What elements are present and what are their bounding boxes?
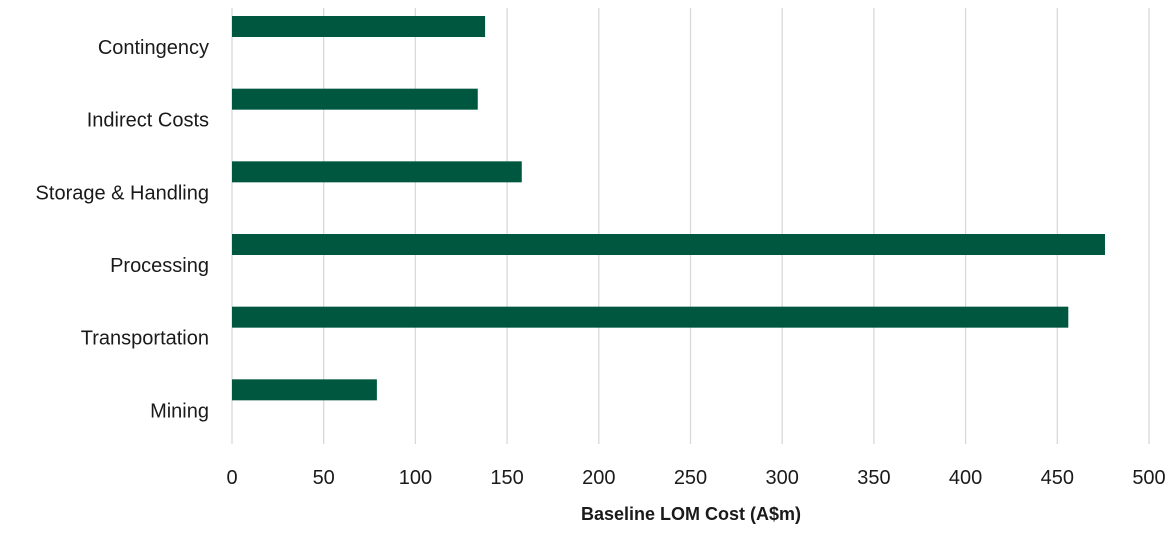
x-tick-label: 100: [399, 467, 432, 489]
x-tick-label: 450: [1041, 467, 1074, 489]
x-tick-label: 350: [857, 467, 890, 489]
x-tick-label: 400: [949, 467, 982, 489]
x-tick-label: 0: [226, 467, 237, 489]
bar-transportation: [232, 306, 1069, 328]
bars: [232, 16, 1105, 401]
x-tick-label: 300: [766, 467, 799, 489]
category-label: Processing: [110, 255, 209, 277]
x-axis-title: Baseline LOM Cost (A$m): [581, 504, 801, 524]
category-label: Contingency: [98, 37, 209, 59]
bar-mining: [232, 379, 377, 401]
category-label: Indirect Costs: [87, 110, 209, 132]
x-tick-label: 50: [313, 467, 335, 489]
x-tick-labels: 0 50 100 150 200 250 300 350 400 450 500: [226, 467, 1165, 489]
x-tick-label: 150: [490, 467, 523, 489]
category-label: Mining: [150, 400, 209, 422]
x-tick-label: 500: [1132, 467, 1165, 489]
bar-contingency: [232, 16, 486, 37]
x-tick-label: 250: [674, 467, 707, 489]
category-label: Transportation: [81, 328, 209, 350]
category-labels: Mining Transportation Processing Storage & …: [36, 37, 209, 422]
gridlines: [231, 8, 1150, 444]
category-label: Storage & Handling: [36, 182, 209, 204]
bar-processing: [232, 234, 1105, 255]
bar-storage-handling: [232, 161, 522, 183]
bar-indirect-costs: [232, 88, 478, 110]
x-tick-label: 200: [582, 467, 615, 489]
